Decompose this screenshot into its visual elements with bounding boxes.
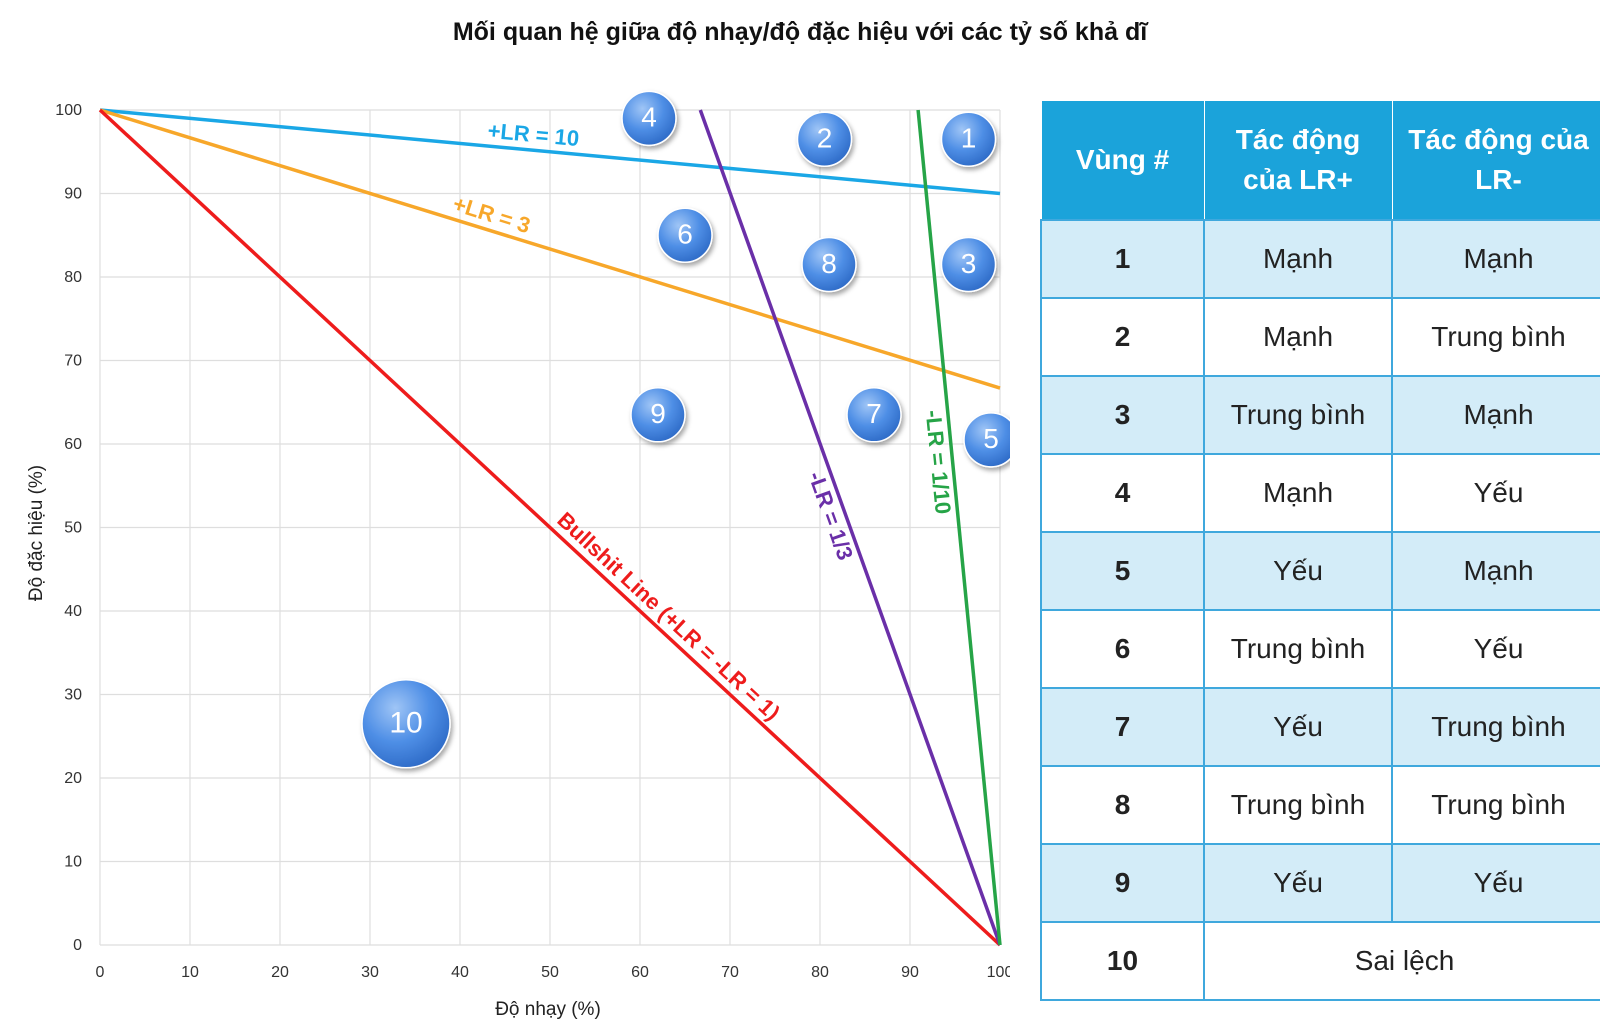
zone-cell: 4 — [1040, 453, 1205, 533]
table-header-row: Vùng # Tác động của LR+ Tác động của LR- — [1040, 100, 1600, 221]
y-tick-label: 90 — [64, 186, 82, 203]
region-label-3: 3 — [961, 248, 977, 279]
header-zone: Vùng # — [1040, 100, 1205, 221]
region-bubble-4 — [621, 90, 677, 147]
y-tick-label: 0 — [73, 937, 82, 954]
x-tick-label: 100 — [987, 964, 1010, 981]
y-tick-label: 30 — [64, 687, 82, 704]
lr-impact-table: Vùng # Tác động của LR+ Tác động của LR-… — [1040, 100, 1600, 1001]
x-tick-label: 60 — [631, 964, 649, 981]
region-label-7: 7 — [866, 398, 882, 429]
y-tick-label: 80 — [64, 269, 82, 286]
y-tick-label: 100 — [55, 102, 82, 119]
lr-negative-cell: Trung bình — [1391, 297, 1600, 377]
series-line-bullshit — [98, 108, 1002, 947]
region-label-1: 1 — [961, 123, 977, 154]
lr-negative-cell: Yếu — [1391, 843, 1600, 923]
lr-positive-cell: Yếu — [1203, 843, 1393, 923]
lr-positive-cell: Mạnh — [1203, 219, 1393, 299]
region-label-4: 4 — [641, 102, 657, 133]
table-row: 5 Yếu Mạnh — [1040, 531, 1600, 611]
lr-negative-cell: Yếu — [1391, 453, 1600, 533]
x-tick-label: 50 — [541, 964, 559, 981]
region-label-10: 10 — [389, 707, 422, 740]
zone-cell: 3 — [1040, 375, 1205, 455]
table-row: 6 Trung bình Yếu — [1040, 609, 1600, 689]
x-tick-label: 40 — [451, 964, 469, 981]
zone-cell: 8 — [1040, 765, 1205, 845]
y-tick-label: 60 — [64, 436, 82, 453]
zone-cell: 1 — [1040, 219, 1205, 299]
lr-positive-cell: Yếu — [1203, 531, 1393, 611]
lr-positive-cell: Mạnh — [1203, 297, 1393, 377]
lr-negative-cell: Mạnh — [1391, 219, 1600, 299]
region-label-8: 8 — [821, 248, 837, 279]
zone-cell: 9 — [1040, 843, 1205, 923]
table-row: 10 Sai lệch — [1040, 921, 1600, 1001]
chart-title: Mối quan hệ giữa độ nhạy/độ đặc hiệu với… — [452, 18, 1148, 46]
region-bubble-6 — [657, 207, 713, 263]
table-row: 1 Mạnh Mạnh — [1040, 219, 1600, 299]
series-line-lr-neg-tenth — [916, 109, 1002, 946]
y-tick-label: 70 — [64, 353, 82, 370]
region-label-2: 2 — [817, 123, 833, 154]
region-bubble-5 — [963, 412, 1010, 468]
lr-positive-cell: Trung bình — [1203, 609, 1393, 689]
lr-positive-cell: Mạnh — [1203, 453, 1393, 533]
y-tick-label: 40 — [64, 603, 82, 620]
table-row: 4 Mạnh Yếu — [1040, 453, 1600, 533]
x-tick-label: 20 — [271, 964, 289, 981]
y-tick-label: 10 — [64, 854, 82, 871]
series-line-lr-pos-3 — [99, 108, 1001, 390]
x-tick-label: 30 — [361, 964, 379, 981]
table-row: 8 Trung bình Trung bình — [1040, 765, 1600, 845]
x-tick-label: 70 — [721, 964, 739, 981]
chart-area: 0 10 20 30 40 50 60 70 80 90 100 0 10 20 30 40 50 60 70 80 9… — [26, 90, 1010, 1020]
header-lr-positive: Tác động của LR+ — [1203, 100, 1393, 221]
zone-cell: 10 — [1040, 921, 1205, 1001]
zone-cell: 5 — [1040, 531, 1205, 611]
zone-cell: 7 — [1040, 687, 1205, 767]
region-bubble-8 — [801, 236, 857, 293]
x-tick-label: 80 — [811, 964, 829, 981]
series-label-lr-neg-third: -LR = 1/3 — [803, 468, 858, 563]
x-axis-label: Độ nhạy (%) — [495, 999, 601, 1020]
table-row: 2 Mạnh Trung bình — [1040, 297, 1600, 377]
y-tick-label: 50 — [64, 520, 82, 537]
table-row: 9 Yếu Yếu — [1040, 843, 1600, 923]
lr-negative-cell: Yếu — [1391, 609, 1600, 689]
lr-negative-cell: Mạnh — [1391, 531, 1600, 611]
zone-cell: 6 — [1040, 609, 1205, 689]
region-label-9: 9 — [650, 398, 666, 429]
region-bubble-7 — [846, 387, 902, 443]
zone-cell: 2 — [1040, 297, 1205, 377]
region-bubble-2 — [796, 111, 853, 167]
lr-negative-cell: Trung bình — [1391, 687, 1600, 767]
lr-positive-cell: Yếu — [1203, 687, 1393, 767]
header-lr-negative: Tác động của LR- — [1391, 100, 1600, 221]
y-axis-label: Độ đặc hiệu (%) — [26, 465, 47, 601]
x-tick-label: 90 — [901, 964, 919, 981]
region-label-5: 5 — [983, 423, 999, 454]
region-bubble-9 — [630, 387, 686, 443]
y-tick-label: 20 — [64, 770, 82, 787]
region-bubble-10 — [361, 678, 451, 769]
region-bubble-1 — [940, 111, 997, 167]
x-tick-label: 10 — [181, 964, 199, 981]
lr-negative-cell: Trung bình — [1391, 765, 1600, 845]
table-row: 7 Yếu Trung bình — [1040, 687, 1600, 767]
series-line-lr-pos-10 — [99, 108, 1001, 196]
series-label-bullshit: Bullshit Line (+LR = -LR = 1) — [552, 507, 785, 725]
combined-impact-cell: Sai lệch — [1203, 921, 1600, 1001]
table-row: 3 Trung bình Mạnh — [1040, 375, 1600, 455]
lr-positive-cell: Trung bình — [1203, 765, 1393, 845]
x-tick-label: 0 — [96, 964, 105, 981]
lr-positive-cell: Trung bình — [1203, 375, 1393, 455]
lr-negative-cell: Mạnh — [1391, 375, 1600, 455]
region-bubble-3 — [940, 236, 997, 293]
series-line-lr-neg-third — [698, 109, 1002, 946]
region-label-6: 6 — [677, 219, 693, 250]
